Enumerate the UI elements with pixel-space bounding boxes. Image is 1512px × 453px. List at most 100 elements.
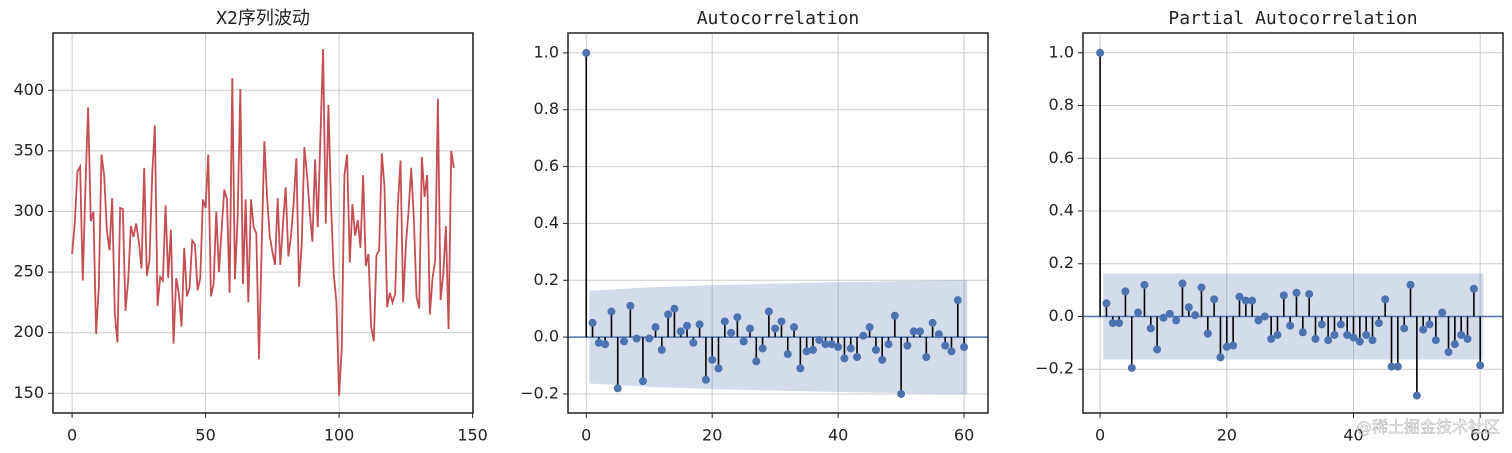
stem-marker bbox=[1121, 287, 1130, 296]
y-tick-label: 0.0 bbox=[534, 327, 559, 346]
x-tick-label: 40 bbox=[1343, 426, 1363, 445]
x-tick-label: 40 bbox=[828, 426, 848, 445]
stem-marker bbox=[796, 364, 805, 373]
stem-marker bbox=[777, 317, 786, 326]
stem-marker bbox=[903, 341, 912, 350]
stem-marker bbox=[1305, 290, 1314, 299]
y-tick-label: 400 bbox=[13, 80, 44, 99]
stem-marker bbox=[941, 341, 950, 350]
stem-marker bbox=[588, 318, 597, 327]
axes-frame bbox=[567, 32, 989, 414]
x-tick-label: 0 bbox=[1095, 426, 1105, 445]
stem-marker bbox=[1412, 391, 1421, 400]
stem-marker bbox=[1374, 319, 1383, 328]
stem-marker bbox=[1336, 320, 1345, 329]
stem-marker bbox=[1273, 330, 1282, 339]
stem-marker bbox=[853, 353, 862, 362]
stem-marker bbox=[1279, 291, 1288, 300]
stem-marker bbox=[1292, 288, 1301, 297]
stem-marker bbox=[1419, 325, 1428, 334]
stem-marker bbox=[1203, 329, 1212, 338]
stem-marker bbox=[1254, 316, 1263, 325]
y-tick-label: 0.0 bbox=[1049, 306, 1074, 325]
y-tick-label: 0.8 bbox=[534, 99, 559, 118]
stem-marker bbox=[1140, 280, 1149, 289]
stem-marker bbox=[897, 389, 906, 398]
stem-marker bbox=[607, 307, 616, 316]
stem-marker bbox=[1438, 308, 1447, 317]
stem-marker bbox=[840, 354, 849, 363]
stem-marker bbox=[727, 328, 736, 337]
stem-marker bbox=[790, 323, 799, 332]
y-tick-label: 300 bbox=[13, 201, 44, 220]
stem-marker bbox=[1222, 342, 1231, 351]
stem-marker bbox=[752, 357, 761, 366]
stem-marker bbox=[626, 301, 635, 310]
stem-marker bbox=[834, 343, 843, 352]
stem-marker bbox=[1172, 316, 1181, 325]
y-tick-label: 0.6 bbox=[534, 156, 559, 175]
stem-marker bbox=[1476, 361, 1485, 370]
stem-marker bbox=[865, 323, 874, 332]
stem-marker bbox=[878, 355, 887, 364]
stem-marker bbox=[632, 334, 641, 343]
stem-marker bbox=[821, 340, 830, 349]
stem-marker bbox=[1184, 303, 1193, 312]
stem-marker bbox=[1165, 309, 1174, 318]
stem-marker bbox=[1469, 284, 1478, 293]
stem-marker bbox=[928, 318, 937, 327]
chart-title: Partial Autocorrelation bbox=[1168, 8, 1417, 29]
stem-marker bbox=[708, 355, 717, 364]
stem-marker bbox=[1146, 324, 1155, 333]
stem-marker bbox=[1096, 48, 1105, 57]
stem-marker bbox=[1444, 348, 1453, 357]
y-tick-label: −0.2 bbox=[520, 383, 559, 402]
stem-marker bbox=[1450, 340, 1459, 349]
stem-marker bbox=[960, 343, 969, 352]
y-tick-label: 250 bbox=[13, 262, 44, 281]
x-tick-label: 60 bbox=[1470, 426, 1490, 445]
stem-marker bbox=[620, 337, 629, 346]
stem-marker bbox=[664, 310, 673, 319]
stem-marker bbox=[859, 331, 868, 340]
stem-marker bbox=[1298, 328, 1307, 337]
y-tick-label: 0.4 bbox=[534, 213, 559, 232]
stem-marker bbox=[1127, 363, 1136, 372]
x-tick-label: 20 bbox=[702, 426, 722, 445]
stem-marker bbox=[1387, 362, 1396, 371]
stem-marker bbox=[1463, 334, 1472, 343]
stem-marker bbox=[1330, 330, 1339, 339]
stem-marker bbox=[1241, 296, 1250, 305]
stem-marker bbox=[890, 311, 899, 320]
stem-marker bbox=[1317, 320, 1326, 329]
stem-marker bbox=[1324, 336, 1333, 345]
stem-marker bbox=[1457, 330, 1466, 339]
stem-marker bbox=[1216, 353, 1225, 362]
stem-marker bbox=[808, 345, 817, 354]
chart-title: X2序列波动 bbox=[216, 8, 310, 29]
stem-marker bbox=[676, 327, 685, 336]
stem-marker bbox=[884, 340, 893, 349]
stem-marker bbox=[1197, 283, 1206, 292]
stem-marker bbox=[1349, 333, 1358, 342]
stem-marker bbox=[953, 296, 962, 305]
y-tick-label: 1.0 bbox=[534, 42, 559, 61]
stem-marker bbox=[1362, 330, 1371, 339]
y-tick-label: 0.4 bbox=[1049, 201, 1074, 220]
stem-marker bbox=[714, 364, 723, 373]
stem-marker bbox=[638, 377, 647, 386]
stem-marker bbox=[871, 345, 880, 354]
x-tick-label: 60 bbox=[954, 426, 974, 445]
stem-marker bbox=[594, 338, 603, 347]
stem-marker bbox=[1153, 345, 1162, 354]
stem-marker bbox=[1381, 295, 1390, 304]
stem-marker bbox=[947, 347, 956, 356]
y-tick-label: 0.2 bbox=[534, 270, 559, 289]
stem-marker bbox=[695, 320, 704, 329]
stem-marker bbox=[764, 307, 773, 316]
stem-marker bbox=[1311, 334, 1320, 343]
stem-marker bbox=[720, 317, 729, 326]
stem-marker bbox=[1431, 336, 1440, 345]
stem-marker bbox=[922, 353, 931, 362]
stem-marker bbox=[802, 347, 811, 356]
